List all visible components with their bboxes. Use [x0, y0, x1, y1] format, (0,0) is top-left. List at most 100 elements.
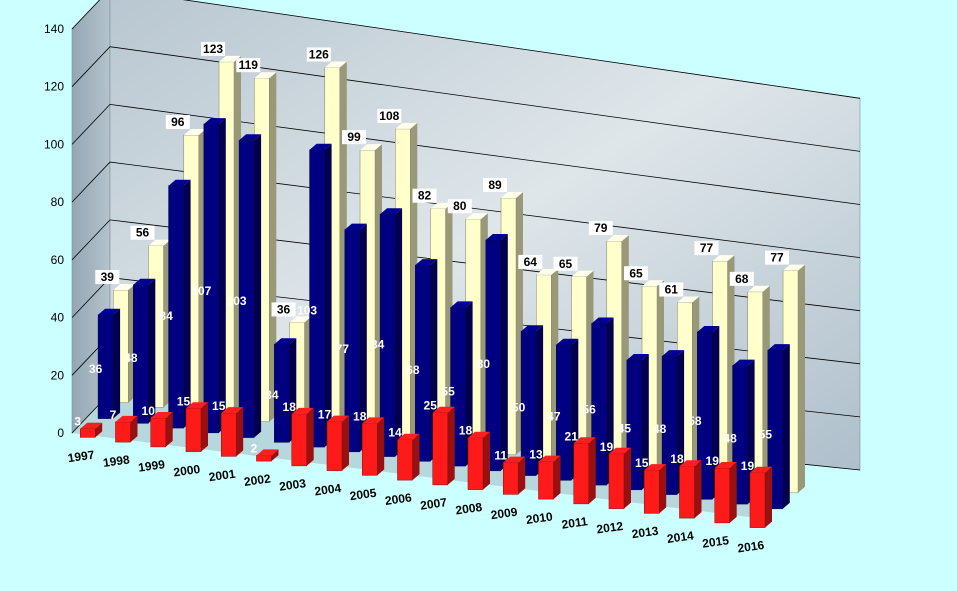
- y-tick-label: 0: [57, 426, 64, 440]
- data-label: 3: [74, 415, 81, 429]
- data-label: 80: [447, 199, 472, 214]
- svg-text:58: 58: [688, 414, 702, 428]
- data-label: 39: [95, 270, 120, 285]
- x-tick-label: 2013: [631, 524, 660, 542]
- svg-text:15: 15: [177, 394, 191, 408]
- y-tick-label: 40: [51, 311, 65, 325]
- svg-text:39: 39: [101, 270, 115, 284]
- svg-text:15: 15: [212, 399, 226, 413]
- x-tick-label: 2007: [419, 495, 448, 513]
- svg-text:48: 48: [723, 432, 737, 446]
- data-label: 55: [759, 427, 773, 441]
- bar: [538, 455, 561, 500]
- svg-text:84: 84: [371, 337, 385, 351]
- svg-text:96: 96: [171, 115, 185, 129]
- bar: [608, 447, 631, 509]
- svg-text:64: 64: [524, 255, 538, 269]
- svg-text:108: 108: [379, 109, 399, 123]
- svg-text:103: 103: [227, 294, 247, 308]
- svg-text:36: 36: [89, 362, 103, 376]
- data-label: 13: [529, 448, 543, 462]
- bar: [432, 406, 455, 486]
- svg-text:65: 65: [629, 266, 643, 280]
- x-tick-label: 2004: [314, 481, 343, 499]
- data-label: 10: [142, 404, 156, 418]
- svg-text:18: 18: [670, 452, 684, 466]
- data-label: 99: [342, 130, 367, 145]
- svg-text:77: 77: [700, 241, 714, 255]
- x-tick-label: 1998: [102, 452, 131, 470]
- bar: [220, 407, 244, 457]
- svg-text:55: 55: [441, 385, 455, 399]
- bar: [379, 208, 403, 457]
- data-label: 11: [494, 449, 507, 463]
- svg-text:19: 19: [600, 440, 614, 454]
- bar: [256, 449, 279, 462]
- svg-text:13: 13: [529, 448, 543, 462]
- gridline: [71, 103, 861, 205]
- data-label: 2: [251, 441, 258, 455]
- bar: [485, 234, 508, 472]
- data-label: 80: [477, 357, 491, 371]
- x-tick-label: 2014: [666, 528, 695, 546]
- x-tick-label: 1997: [67, 448, 96, 466]
- svg-text:65: 65: [559, 257, 573, 271]
- x-tick-label: 2015: [701, 533, 730, 551]
- svg-text:47: 47: [547, 409, 561, 423]
- data-label: 77: [336, 342, 350, 356]
- data-label: 82: [412, 188, 437, 203]
- svg-text:107: 107: [191, 284, 211, 298]
- bar: [467, 431, 490, 490]
- svg-text:7: 7: [110, 408, 117, 422]
- data-label: 108: [377, 108, 402, 123]
- data-label: 65: [553, 256, 578, 271]
- data-label: 19: [600, 440, 614, 454]
- svg-text:99: 99: [347, 130, 361, 144]
- data-label: 107: [191, 284, 211, 298]
- svg-text:18: 18: [353, 409, 367, 423]
- svg-text:18: 18: [459, 424, 473, 438]
- bar: [133, 278, 156, 424]
- bar: [643, 464, 667, 514]
- bar: [326, 415, 349, 471]
- svg-text:15: 15: [635, 456, 649, 470]
- bar: [749, 466, 772, 528]
- svg-text:56: 56: [136, 226, 150, 240]
- x-tick-label: 2010: [525, 509, 554, 527]
- data-label: 56: [130, 225, 155, 240]
- data-label: 34: [265, 388, 279, 402]
- data-label: 25: [424, 399, 438, 413]
- data-label: 103: [297, 303, 317, 317]
- bar: [361, 417, 385, 476]
- bar: [697, 326, 720, 500]
- data-label: 68: [406, 363, 420, 377]
- x-tick-label: 2005: [349, 486, 378, 504]
- data-label: 18: [459, 424, 473, 438]
- bar: [203, 118, 226, 434]
- svg-text:77: 77: [770, 251, 784, 265]
- svg-text:45: 45: [618, 421, 632, 435]
- data-label: 15: [635, 456, 649, 470]
- data-label: 48: [723, 432, 737, 446]
- bar: [520, 325, 544, 476]
- svg-text:119: 119: [239, 58, 259, 72]
- x-tick-label: 2016: [737, 538, 766, 556]
- bar: [185, 402, 208, 452]
- bar: [344, 223, 367, 453]
- data-label: 84: [371, 337, 385, 351]
- x-tick-label: 2006: [384, 490, 413, 508]
- bar: [679, 460, 702, 519]
- data-label: 7: [110, 408, 117, 422]
- data-label: 18: [283, 400, 297, 414]
- y-tick-label: 80: [51, 195, 65, 209]
- svg-text:82: 82: [418, 189, 432, 203]
- bar: [168, 179, 191, 429]
- y-tick-label: 60: [51, 253, 65, 267]
- bar: [661, 350, 685, 495]
- svg-text:25: 25: [424, 399, 438, 413]
- svg-text:55: 55: [759, 427, 773, 441]
- bar: [714, 462, 737, 524]
- x-tick-label: 2001: [208, 467, 237, 485]
- svg-text:14: 14: [388, 426, 402, 440]
